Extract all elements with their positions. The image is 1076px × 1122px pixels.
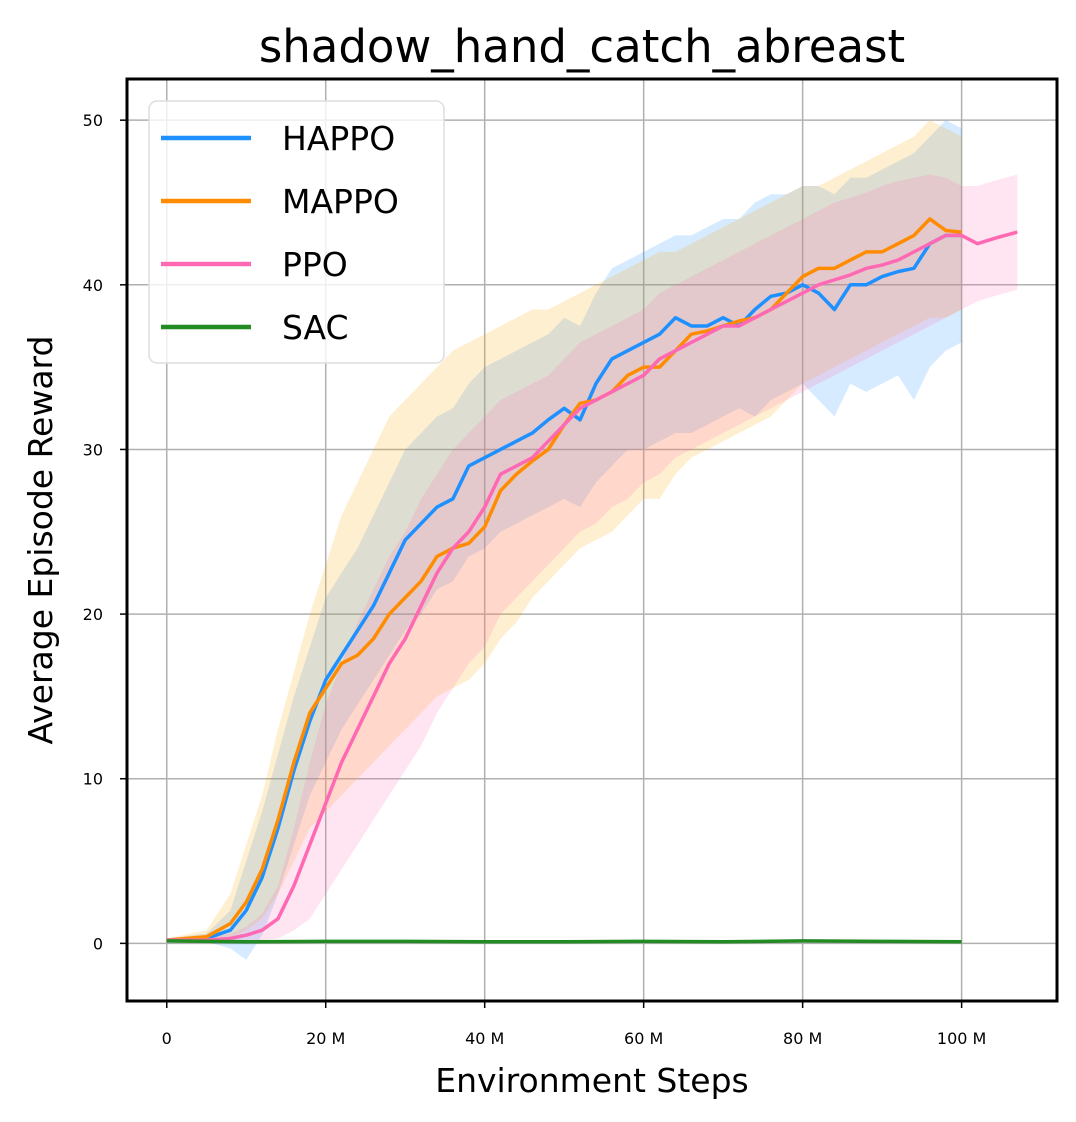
mappo-confidence-band	[166, 120, 962, 942]
y-tick-label: 10	[83, 770, 103, 789]
ppo-confidence-band	[166, 174, 1018, 942]
sac-line	[166, 939, 962, 944]
legend-item-sac: SAC	[161, 308, 349, 347]
happo-line	[166, 233, 962, 942]
x-axis: 0 20 M 40 M 60 M 80 M 100 M	[162, 1001, 986, 1048]
x-tick-label: 20 M	[306, 1029, 345, 1048]
y-axis-label: Average Episode Reward	[21, 336, 60, 745]
grid	[127, 79, 1057, 1001]
y-axis: 0 10 20 30 40 50	[83, 111, 127, 953]
y-tick-label: 20	[83, 605, 103, 624]
x-tick-label: 0	[162, 1029, 172, 1048]
y-tick-label: 50	[83, 111, 103, 130]
legend-item-mappo: MAPPO	[161, 182, 399, 221]
plot-frame	[125, 77, 1059, 1003]
x-tick-label: 60 M	[624, 1029, 663, 1048]
legend-item-happo: HAPPO	[161, 119, 395, 158]
legend-label-mappo: MAPPO	[282, 182, 399, 221]
legend: HAPPO MAPPO PPO SAC	[148, 100, 445, 364]
legend-label-ppo: PPO	[282, 245, 348, 284]
legend-item-ppo: PPO	[161, 245, 348, 284]
x-tick-label: 80 M	[783, 1029, 822, 1048]
x-tick-label: 100 M	[937, 1029, 986, 1048]
legend-label-sac: SAC	[282, 308, 349, 347]
x-tick-label: 40 M	[465, 1029, 504, 1048]
x-axis-label: Environment Steps	[435, 1061, 749, 1100]
happo-confidence-band	[166, 120, 962, 960]
chart-title: shadow_hand_catch_abreast	[259, 20, 905, 73]
y-tick-label: 40	[83, 276, 103, 295]
mappo-line	[166, 217, 962, 942]
legend-box	[148, 100, 445, 364]
series-lines	[166, 217, 1018, 944]
legend-label-happo: HAPPO	[282, 119, 395, 158]
plot-area	[125, 77, 1059, 1003]
y-tick-label: 30	[83, 440, 103, 459]
ppo-line	[166, 230, 1018, 942]
y-tick-label: 0	[93, 934, 103, 953]
